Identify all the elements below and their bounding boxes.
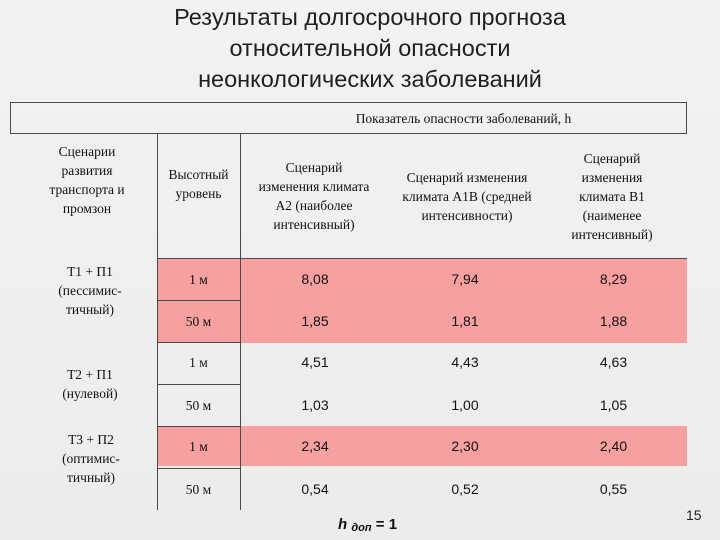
header-climate-b1: Сценарий изменения климата В1 (наименее … <box>571 150 653 242</box>
title-line-1: Результаты долгосрочного прогноза <box>174 4 566 30</box>
level-g2-r1: 1 м <box>189 354 208 370</box>
value-g3-r1-a1b: 2,30 <box>451 437 479 454</box>
scenario-t1-p1: Т1 + П1 (пессимис- тичный) <box>58 263 122 317</box>
header-climate-a2: Сценарий изменения климата А2 (наиболее … <box>258 160 370 232</box>
highlight-group-1 <box>157 258 687 343</box>
header-climate-a1b: Сценарий изменения климата А1В (средней … <box>402 169 532 223</box>
rule-group-2-mid <box>157 384 240 385</box>
value-g2-r1-a2: 4,51 <box>301 353 329 370</box>
value-g1-r1-a1b: 7,94 <box>451 270 479 287</box>
slide-title: Результаты долгосрочного прогноза относи… <box>80 2 660 95</box>
level-g3-r2: 50 м <box>185 481 212 497</box>
value-g1-r2-a2: 1,85 <box>301 312 329 329</box>
rule-left <box>10 102 11 134</box>
value-g3-r2-a1b: 0,52 <box>451 480 479 497</box>
title-line-3: неонкологических заболеваний <box>198 66 542 92</box>
header-scenarios: Сценарии развития транспорта и промзон <box>49 144 125 216</box>
rule-height-col-right <box>240 134 241 510</box>
value-g3-r1-b1: 2,40 <box>599 437 628 454</box>
value-g3-r1-a2: 2,34 <box>301 437 329 454</box>
level-g2-r2: 50 м <box>185 397 212 413</box>
value-g3-r2-a2: 0,54 <box>301 480 329 497</box>
value-g2-r1-a1b: 4,43 <box>451 353 479 370</box>
title-line-2: относительной опасности <box>229 35 511 61</box>
rule-group-3-mid <box>157 468 240 469</box>
value-g3-r2-b1: 0,55 <box>599 480 628 497</box>
page-number: 15 <box>686 507 702 523</box>
level-g3-r1: 1 м <box>189 438 208 454</box>
h-subscript: доп <box>351 522 372 534</box>
value-g1-r1-a2: 8,08 <box>301 270 329 287</box>
level-g1-r2: 50 м <box>185 313 212 329</box>
header-height-level: Высотный уровень <box>168 167 229 201</box>
rule-under-climate-headers <box>157 258 687 259</box>
value-g2-r1-b1: 4,63 <box>599 353 628 370</box>
value-g2-r2-b1: 1,05 <box>599 396 628 413</box>
h-symbol: h <box>338 516 348 533</box>
acceptable-hazard-note: h доп = 1 <box>338 516 398 534</box>
scenario-t3-p2: Т3 + П2 (оптимис- тичный) <box>62 431 120 485</box>
rule-group-1-mid <box>157 300 240 301</box>
h-value: = 1 <box>375 516 398 533</box>
rule-top <box>10 102 687 103</box>
rule-group-3-top <box>157 426 240 427</box>
value-g2-r2-a1b: 1,00 <box>451 396 479 413</box>
header-hazard-indicator: Показатель опасности заболеваний, h <box>355 110 572 126</box>
rule-group-2-top <box>157 342 240 343</box>
rule-right <box>686 102 687 134</box>
level-g1-r1: 1 м <box>189 271 208 287</box>
hazard-forecast-table: Показатель опасности заболеваний, h Сцен… <box>10 102 687 510</box>
rule-under-header-top <box>10 133 687 134</box>
value-g2-r2-a2: 1,03 <box>301 396 329 413</box>
highlight-group-3-row-1 <box>157 426 687 466</box>
value-g1-r1-b1: 8,29 <box>599 270 628 287</box>
scenario-t2-p1: Т2 + П1 (нулевой) <box>62 367 118 401</box>
value-g1-r2-b1: 1,88 <box>599 312 628 329</box>
value-g1-r2-a1b: 1,81 <box>451 312 479 329</box>
rule-height-col-left <box>157 134 158 510</box>
